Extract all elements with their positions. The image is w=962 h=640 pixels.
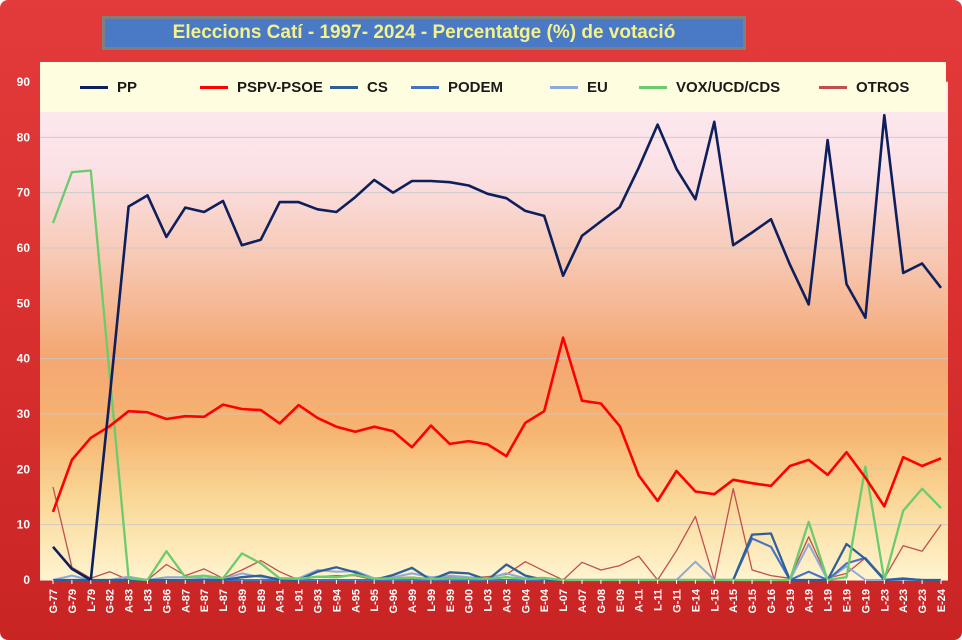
y-axis-ticks: 0 10 20 30 40 50 60 70 80 90 [17,75,31,587]
x-tick-label: A-83 [124,589,136,613]
legend-swatch [639,85,667,89]
series-line-vox-ucd-cds [51,169,942,582]
series-line-pspv-psoe [51,336,942,513]
series-line-pp [52,113,943,582]
x-tick-label: G-89 [237,589,249,613]
series-line-cs [53,532,941,582]
x-tick-label: E-14 [690,588,702,612]
legend-label: PP [117,78,138,96]
x-tick-label: G-93 [313,589,325,613]
legend-item: EU [550,78,608,96]
legend-item: PP [80,78,138,96]
legend-item: OTROS [819,78,910,96]
x-tick-label: G-96 [388,589,400,613]
x-tick-label: G-15 [747,589,759,613]
x-tick-label: G-08 [596,589,608,613]
x-tick-label: A-19 [804,589,816,613]
x-tick-label: G-19 [785,589,797,613]
x-tick-label: E-99 [445,589,457,612]
x-tick-label: E-94 [331,588,343,612]
x-tick-label: E-04 [539,588,551,612]
x-tick-label: A-07 [577,589,589,613]
x-tick-label: G-79 [67,589,79,613]
title-box: Eleccions Catí - 1997- 2024 - Percentatg… [102,16,746,50]
x-tick-label: G-86 [161,589,173,613]
x-tick-label: G-11 [671,589,683,613]
x-tick-label: L-23 [879,589,891,612]
x-tick-label: A-91 [275,589,287,613]
y-tick-label: 40 [17,352,31,366]
legend-swatch [550,85,578,89]
legend-label: PSPV-PSOE [237,78,323,96]
x-tick-label: A-11 [634,589,646,612]
x-tick-label: G-23 [917,589,929,613]
plot-area [40,82,948,580]
series-lines [51,113,943,582]
x-tick-label: L-07 [558,589,570,612]
x-tick-label: A-03 [501,589,513,613]
y-tick-label: 80 [17,130,31,144]
legend-label: EU [587,78,608,96]
series-line-otros [52,486,942,581]
legend: PP PSPV-PSOE CS PODEM EU VOX/UCD/CDS OTROS [40,62,946,112]
legend-item: PSPV-PSOE [200,78,323,96]
y-tick-label: 20 [17,462,31,476]
chart-title: Eleccions Catí - 1997- 2024 - Percentatg… [172,22,676,43]
x-tick-label: L-15 [709,589,721,612]
gridlines [40,81,948,581]
legend-label: VOX/UCD/CDS [676,78,781,96]
y-tick-label: 60 [17,241,31,255]
y-tick-label: 70 [17,186,31,200]
x-tick-label: A-95 [350,589,362,613]
x-tick-label: L-91 [294,589,306,612]
y-tick-label: 50 [17,296,31,310]
x-tick-label: L-19 [823,589,835,612]
x-tick-label: L-95 [369,589,381,612]
legend-swatch [819,85,847,89]
x-tick-label: E-09 [615,589,627,612]
x-tick-label: L-83 [142,589,154,612]
x-tick-label: G-00 [464,589,476,613]
x-tick-label: E-24 [936,588,948,612]
x-tick-label: E-19 [842,589,854,612]
x-axis-ticks: G-77 G-79 L-79 G-82 A-83 L-83 G-86 A-87 E-87 L-87… [48,580,948,613]
y-tick-label: 90 [17,75,31,89]
x-tick-label: A-99 [407,589,419,613]
y-tick-label: 10 [17,518,31,532]
legend-label: OTROS [856,78,910,96]
legend-item: PODEM [411,78,504,96]
legend-swatch [330,85,358,89]
legend-label: CS [367,78,388,96]
x-tick-label: L-99 [426,589,438,612]
x-tick-label: G-82 [105,589,117,613]
legend-swatch [411,85,439,89]
legend-item: VOX/UCD/CDS [639,78,781,96]
x-tick-label: A-87 [180,589,192,613]
x-tick-label: A-15 [728,589,740,613]
legend-swatch [80,85,108,89]
x-tick-label: G-04 [520,588,532,613]
legend-item: CS [330,78,388,96]
y-tick-label: 30 [17,407,31,421]
x-tick-label: G-16 [766,589,778,613]
y-tick-label: 0 [23,573,30,587]
x-tick-label: L-03 [483,589,495,612]
legend-swatch [200,85,228,89]
x-tick-label: E-89 [256,589,268,612]
x-tick-label: L-79 [86,589,98,612]
x-tick-label: L-11 [653,589,665,611]
x-tick-label: A-23 [898,589,910,613]
x-tick-label: E-87 [199,589,211,612]
x-tick-label: L-87 [218,589,230,612]
legend-label: PODEM [448,78,504,96]
x-tick-label: G-19 [860,589,872,613]
x-tick-label: G-77 [48,589,60,613]
